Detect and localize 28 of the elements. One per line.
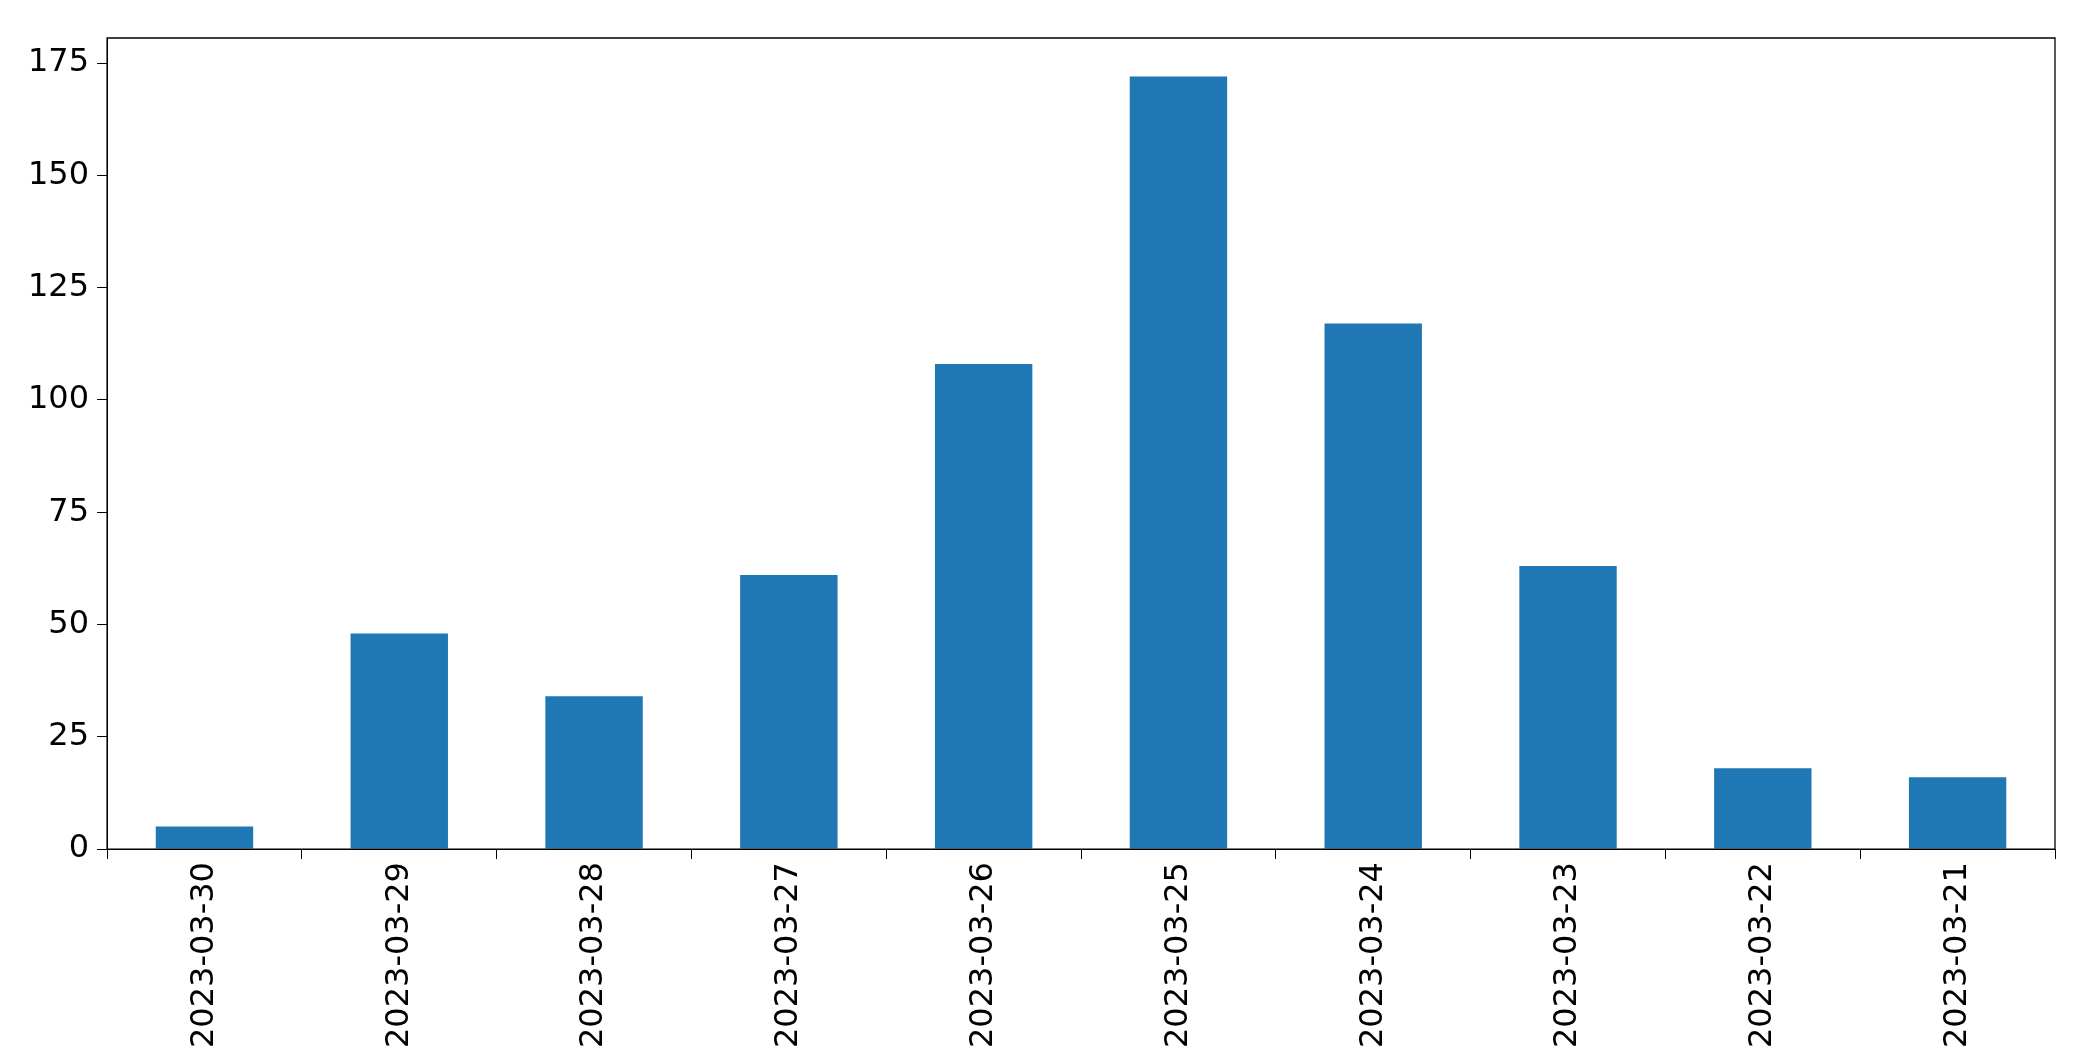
bar <box>934 364 1033 849</box>
bar <box>155 826 254 849</box>
x-tick-label: 2023-03-25 <box>1156 862 1195 1048</box>
x-tick-label: 2023-03-24 <box>1351 862 1390 1048</box>
y-tick-label: 50 <box>48 602 90 641</box>
y-tick-label: 25 <box>48 715 90 754</box>
y-tick-label: 75 <box>48 490 90 529</box>
bar <box>1129 76 1228 849</box>
y-tick-label: 150 <box>28 153 90 192</box>
bar <box>1324 323 1422 849</box>
x-tick-label: 2023-03-30 <box>182 862 221 1048</box>
bar <box>740 575 838 849</box>
x-tick-label: 2023-03-28 <box>572 862 611 1048</box>
x-tick-label: 2023-03-27 <box>767 862 806 1048</box>
x-tick-label: 2023-03-22 <box>1741 862 1780 1048</box>
x-tick-label: 2023-03-29 <box>377 862 416 1048</box>
x-tick-label: 2023-03-21 <box>1935 862 1974 1048</box>
bar <box>1714 768 1812 849</box>
bar <box>1908 777 2007 849</box>
bar <box>1519 566 1617 849</box>
y-tick-label: 0 <box>68 827 90 866</box>
y-tick-label: 125 <box>28 266 90 304</box>
y-tick-label: 100 <box>28 378 90 417</box>
x-tick-label: 2023-03-26 <box>961 862 1000 1048</box>
y-tick-label: 175 <box>28 41 90 80</box>
bar <box>545 696 643 849</box>
bar <box>350 633 448 849</box>
x-tick-label: 2023-03-23 <box>1546 862 1585 1048</box>
